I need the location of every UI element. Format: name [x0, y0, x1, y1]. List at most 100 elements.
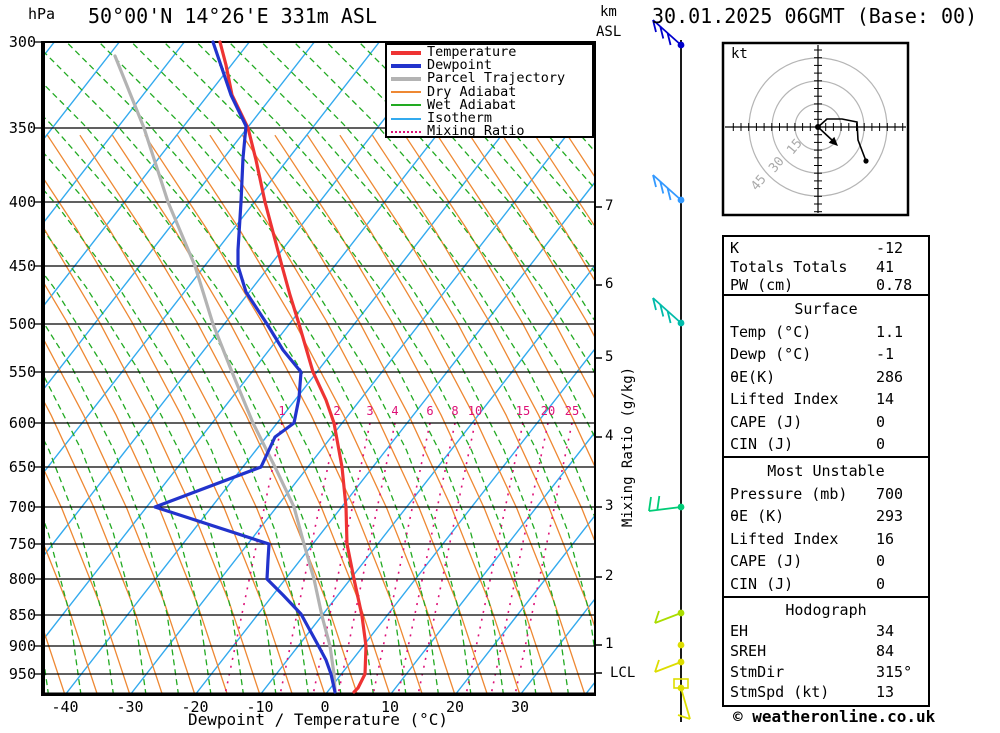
pressure-tick-label: 300 — [8, 33, 36, 51]
legend-swatch-solid — [391, 91, 421, 94]
dry-adiabat-line — [501, 134, 595, 283]
temperature-tick-label: -20 — [181, 698, 209, 716]
table-row: Lifted Index 14 — [730, 388, 922, 411]
table-row-value: 14 — [876, 390, 895, 408]
temperature-tick-label: 0 — [320, 698, 330, 716]
copyright-label: © weatheronline.co.uk — [733, 707, 936, 726]
pressure-tick-label: 600 — [8, 414, 36, 432]
indices-table-3: Most Unstable Pressure (mb) 700 θE (K) 293 Li… — [722, 456, 930, 599]
table-row: Totals Totals 41 — [730, 258, 922, 277]
wet-adiabat-line — [261, 42, 595, 520]
table-row-value: 41 — [876, 257, 895, 276]
wet-adiabat-line — [42, 270, 212, 695]
table-row-value: 1.1 — [876, 322, 904, 341]
table-row: Temp (°C) 1.1 — [730, 321, 922, 344]
wet-adiabat-line — [391, 42, 595, 274]
legend-swatch-solid — [391, 104, 421, 107]
km-tick-label: 1 — [605, 636, 614, 652]
wind-barb — [677, 641, 685, 649]
wet-adiabat-line — [228, 42, 595, 658]
mixing-ratio-value-label: 10 — [467, 404, 483, 418]
legend-swatch-solid — [391, 63, 421, 68]
pressure-tick-label: 950 — [8, 665, 36, 683]
pressure-tick-label: 500 — [8, 315, 36, 333]
legend-item: Temperature — [391, 45, 592, 59]
table-row-value: 0 — [876, 552, 886, 570]
mixing-ratio-value-label: 20 — [540, 404, 556, 418]
temperature-tick-label: 10 — [380, 698, 400, 716]
dry-adiabat-line — [436, 134, 595, 401]
table-row: CIN (J) 0 — [730, 573, 922, 596]
mixing-ratio-value-label: 3 — [366, 404, 374, 418]
legend-item-label: Dewpoint — [427, 57, 493, 74]
mixing-ratio-value-label: 2 — [333, 404, 341, 418]
table-row: K -12 — [730, 239, 922, 258]
table-row: Dewp (°C) -1 — [730, 343, 922, 366]
pressure-tick-label: 900 — [8, 637, 36, 655]
dry-adiabat-line — [404, 134, 595, 469]
pressure-tick-label: 800 — [8, 570, 36, 588]
table-row-label: StmDir — [730, 662, 785, 681]
hodograph-panel — [721, 41, 910, 217]
km-tick-label: 4 — [605, 428, 614, 444]
dry-adiabat-line — [469, 134, 595, 339]
table-row: EH 34 — [730, 621, 922, 642]
hodograph-trace — [817, 118, 867, 162]
wet-adiabat-line — [131, 42, 505, 695]
wet-adiabat-line — [42, 514, 82, 695]
table-row: CAPE (J) 0 — [730, 550, 922, 573]
table-row-label: CAPE (J) — [730, 412, 803, 431]
table-row-label: Temp (°C) — [730, 322, 812, 341]
legend: Temperature Dewpoint Parcel Trajectory Dry … — [385, 43, 594, 138]
datetime-label: 30.01.2025 06GMT (Base: 00) — [652, 4, 978, 28]
page-title: 50°00'N 14°26'E 331m ASL — [88, 4, 377, 28]
table-row-label: K — [730, 239, 740, 257]
legend-item: Isotherm — [391, 111, 592, 125]
hodograph-unit-label: kt — [731, 46, 748, 62]
table-section-header: Most Unstable — [767, 462, 885, 480]
temperature-tick-label: -40 — [51, 698, 79, 716]
legend-swatch-solid — [391, 50, 421, 55]
wind-barb — [673, 678, 691, 720]
temperature-curve — [218, 40, 368, 694]
legend-swatch-dotted — [391, 130, 421, 133]
wind-barb — [652, 174, 685, 204]
indices-table-4: Hodograph EH 34 SREH 84 StmDir 315° StmSpd (kt)… — [722, 596, 930, 707]
table-row-value: 84 — [876, 642, 895, 660]
wet-adiabat-line — [42, 49, 407, 695]
mixing-ratio-value-label: 25 — [564, 404, 580, 418]
table-row-label: Totals Totals — [730, 257, 848, 276]
legend-item: Wet Adiabat — [391, 96, 592, 113]
legend-item: Mixing Ratio — [391, 123, 592, 140]
legend-item-label: Mixing Ratio — [427, 123, 525, 140]
table-row-label: Pressure (mb) — [730, 484, 848, 503]
wet-adiabat-line — [326, 42, 595, 375]
legend-item-label: Parcel Trajectory — [427, 70, 566, 87]
pressure-tick-label: 350 — [8, 119, 36, 137]
legend-item: Dry Adiabat — [391, 83, 592, 100]
wind-barb — [652, 19, 685, 49]
wet-adiabat-line — [42, 227, 245, 695]
wet-adiabat-line — [42, 371, 147, 695]
table-row-label: θE(K) — [730, 367, 776, 386]
legend-item-label: Wet Adiabat — [427, 96, 517, 113]
table-row-value: 0 — [876, 412, 886, 431]
table-row: Lifted Index 16 — [730, 528, 922, 551]
table-row-label: Dewp (°C) — [730, 345, 812, 363]
pressure-tick-label: 550 — [8, 363, 36, 381]
asl-axis-label: ASL — [596, 24, 622, 40]
km-tick-label: 3 — [605, 498, 614, 514]
storm-motion-arrow — [817, 126, 834, 142]
wind-barb — [654, 658, 685, 673]
legend-item-label: Dry Adiabat — [427, 83, 517, 100]
table-row-value: -1 — [876, 345, 895, 363]
wet-adiabat-line — [163, 42, 537, 695]
km-tick-label: 6 — [605, 276, 614, 292]
mixing-ratio-value-label: 4 — [391, 404, 399, 418]
indices-table-1: K -12 Totals Totals 41 PW (cm) 0.78 — [722, 235, 930, 299]
table-row-value: 0 — [876, 574, 886, 593]
table-row-label: CIN (J) — [730, 574, 794, 593]
pressure-unit-label: hPa — [28, 5, 56, 23]
wet-adiabat-line — [358, 42, 595, 323]
wet-adiabat-line — [42, 150, 310, 695]
